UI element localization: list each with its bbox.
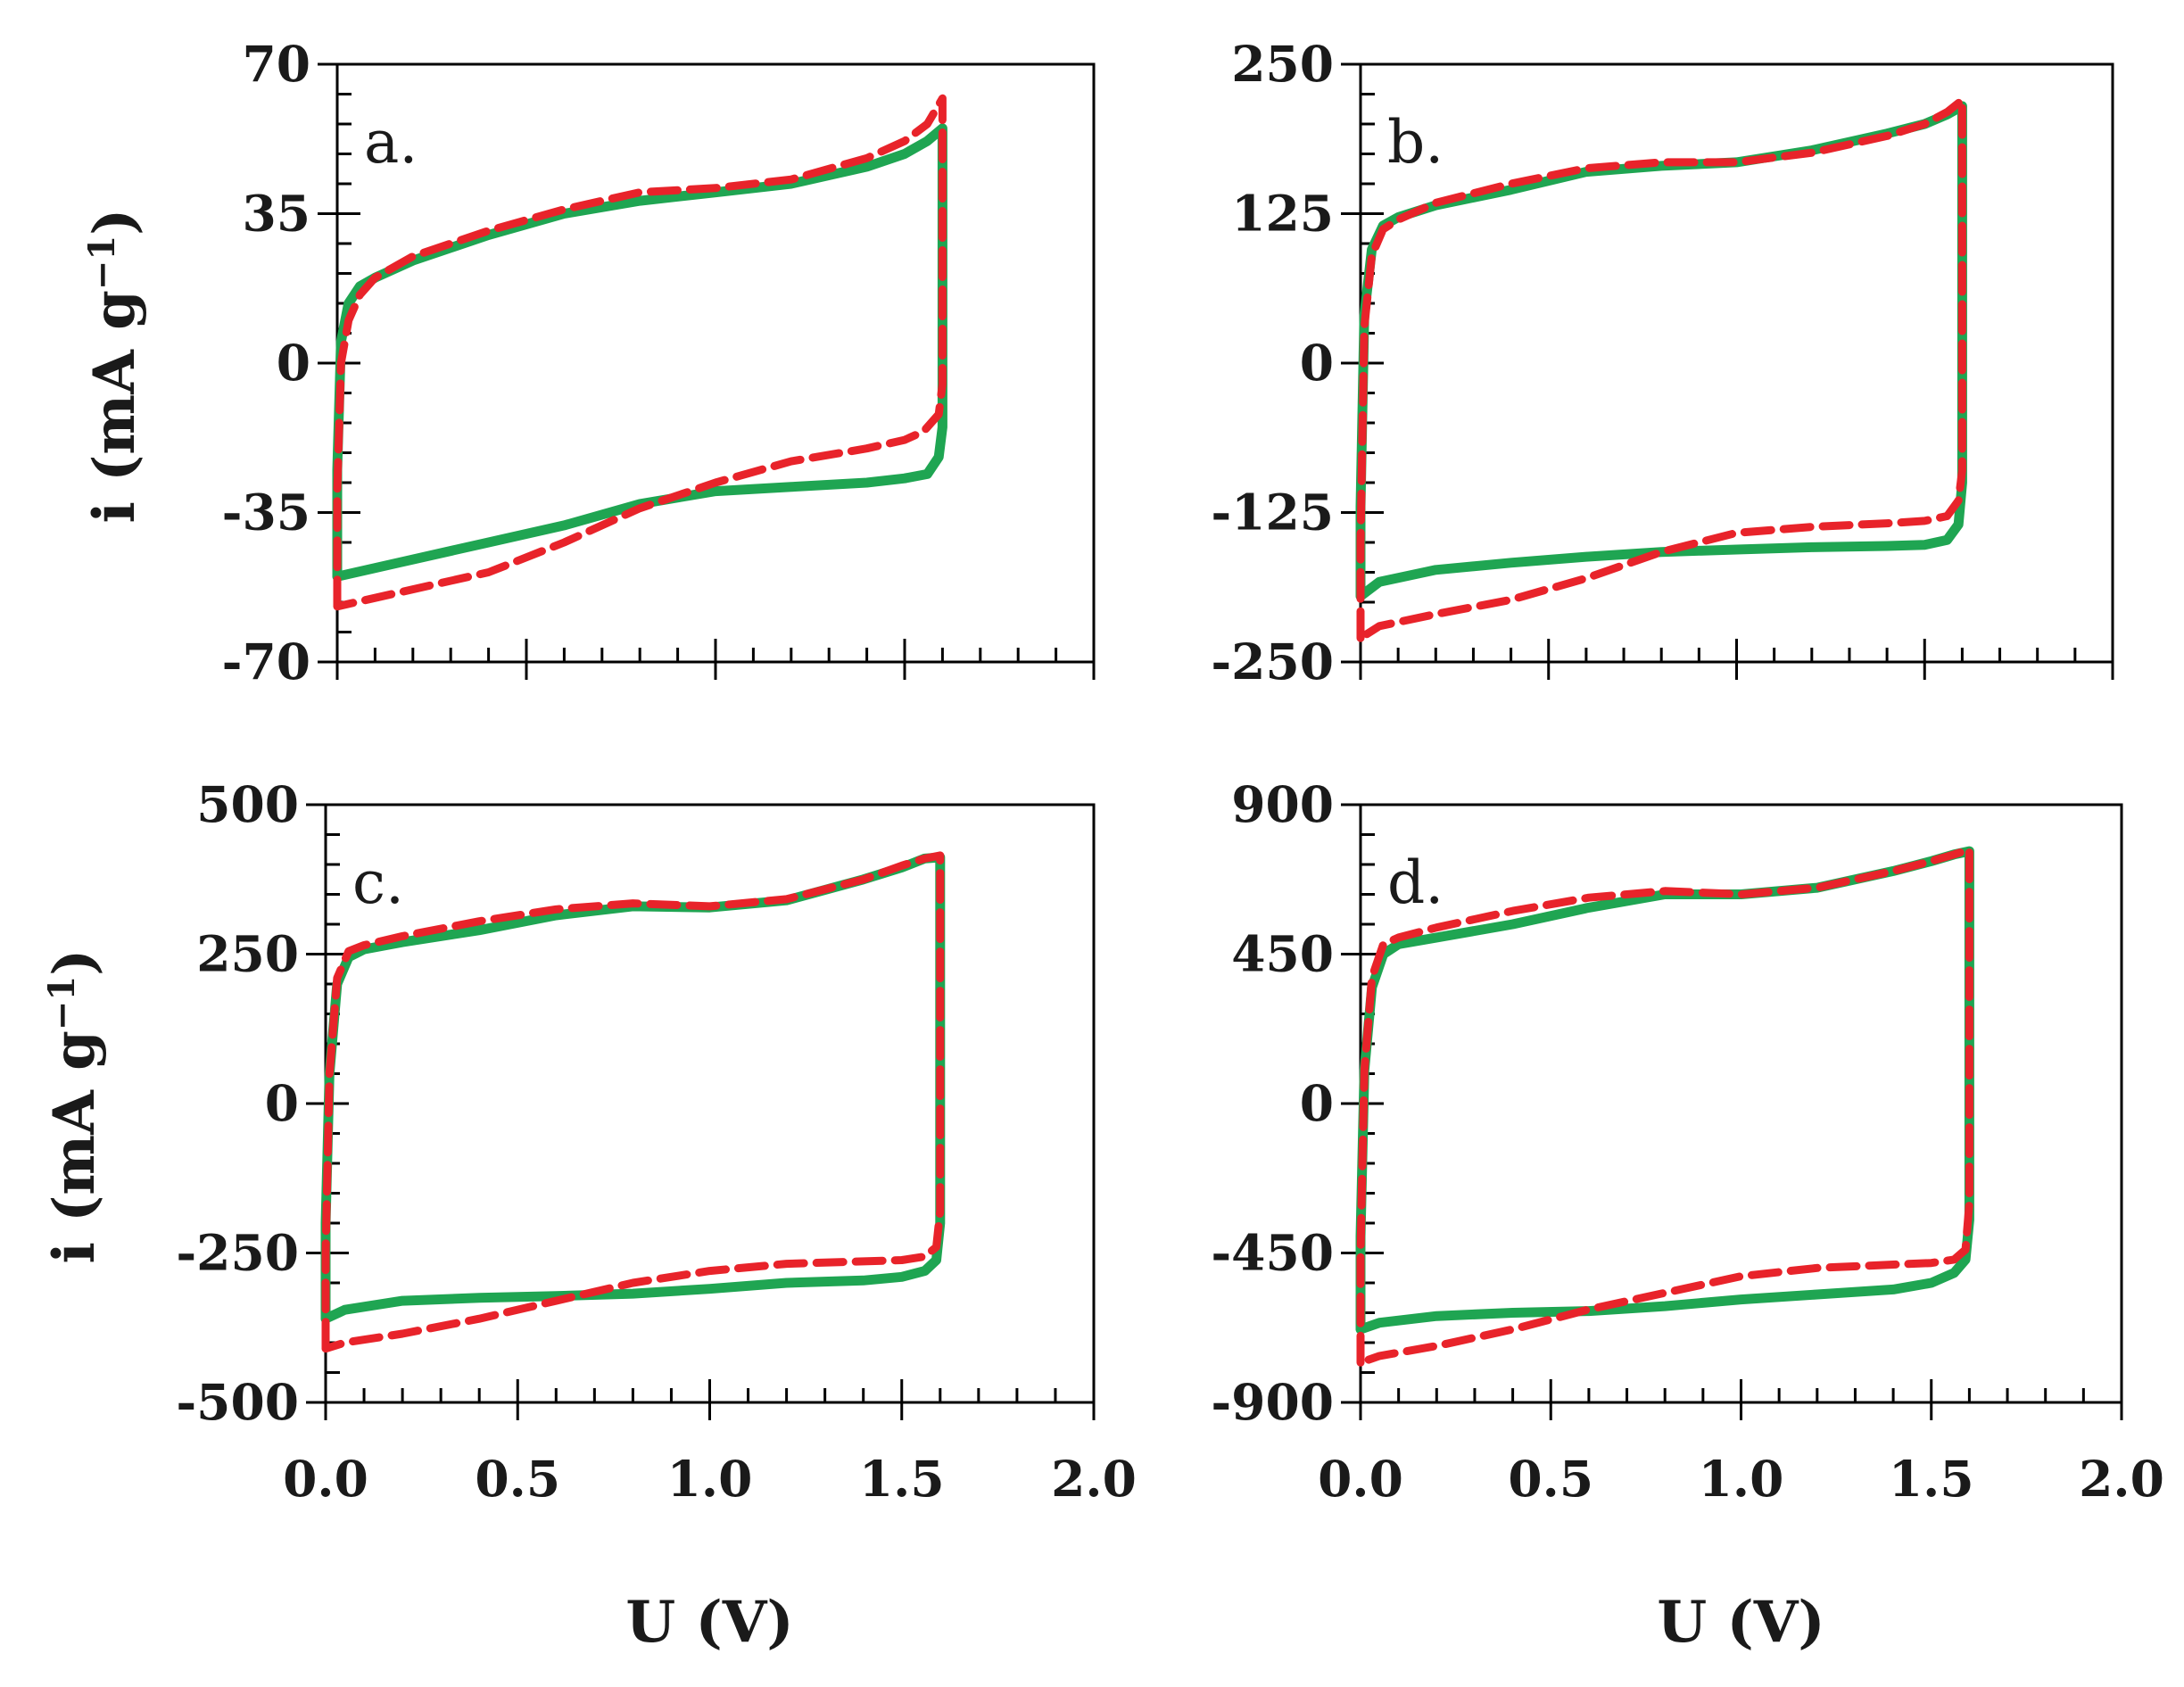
chart-panel-4: 900 450 0 -450 -900 0.0 0.5 1.0 1.5 2.0 U (V) d.: [1211, 775, 2163, 1656]
y-tick-label: 0: [277, 334, 310, 392]
panels: 70 35 0 -35 -70 a. 250 125 0 -125 -250 b. 500 250 0 -25…: [176, 35, 2163, 1656]
y-tick-label: -250: [176, 1224, 299, 1282]
y-tick-label: 250: [196, 925, 299, 983]
x-axis-title: U (V): [1657, 1589, 1824, 1656]
y-axis-title-top: i (mA g−1): [81, 209, 148, 524]
x-tick-label: 0.0: [283, 1450, 368, 1508]
y-tick-label: -900: [1211, 1373, 1334, 1431]
x-tick-label: 2.0: [1051, 1450, 1137, 1508]
x-tick-label: 1.0: [1699, 1450, 1784, 1508]
series-line-dashed: [321, 851, 945, 1353]
x-tick-label: 1.5: [859, 1450, 945, 1508]
y-tick-label: -125: [1211, 484, 1334, 542]
x-tick-label: 0.5: [1508, 1450, 1593, 1508]
plot-frame: [1359, 62, 2114, 664]
chart-panel-3: 500 250 0 -250 -500 0.0 0.5 1.0 1.5 2.0 U (V) c.: [176, 775, 1136, 1656]
y-tick-label: -450: [1211, 1224, 1334, 1282]
y-tick-label: -250: [1211, 633, 1334, 691]
x-tick-label: 1.5: [1889, 1450, 1974, 1508]
panel-label: a.: [364, 108, 418, 177]
y-tick-label: 0: [1300, 1074, 1334, 1132]
series-line-dashed: [333, 94, 947, 611]
y-tick-label: -35: [222, 484, 310, 542]
series-line-solid: [320, 852, 946, 1324]
panel-label: c.: [352, 848, 404, 917]
panel-label: b.: [1387, 108, 1444, 177]
y-tick-label: -500: [176, 1373, 299, 1431]
y-tick-label: 900: [1231, 775, 1334, 833]
x-tick-label: 1.0: [667, 1450, 753, 1508]
x-tick-label: 0.5: [475, 1450, 560, 1508]
x-tick-label: 0.0: [1318, 1450, 1403, 1508]
plot-frame: [335, 62, 1096, 664]
y-tick-label: -70: [222, 633, 310, 691]
y-tick-label: 35: [242, 185, 310, 243]
y-tick-label: 450: [1231, 925, 1334, 983]
x-axis-title: U (V): [625, 1589, 793, 1656]
series-line-dashed: [1356, 845, 1973, 1367]
panel-label: d.: [1387, 848, 1444, 917]
chart-panel-1: 70 35 0 -35 -70 a.: [222, 35, 1096, 691]
y-tick-label: 0: [265, 1074, 299, 1132]
y-tick-label: 0: [1300, 334, 1334, 392]
y-tick-label: 500: [196, 775, 299, 833]
y-tick-label: 250: [1231, 35, 1334, 93]
plot-frame: [324, 803, 1096, 1404]
y-tick-label: 125: [1231, 185, 1334, 243]
series-line-dashed: [1356, 95, 1966, 642]
chart-panel-2: 250 125 0 -125 -250 b.: [1211, 35, 2114, 691]
x-tick-label: 2.0: [2079, 1450, 2164, 1508]
y-tick-label: 70: [242, 35, 310, 93]
y-axis-title-bottom: i (mA g−1): [41, 949, 108, 1264]
